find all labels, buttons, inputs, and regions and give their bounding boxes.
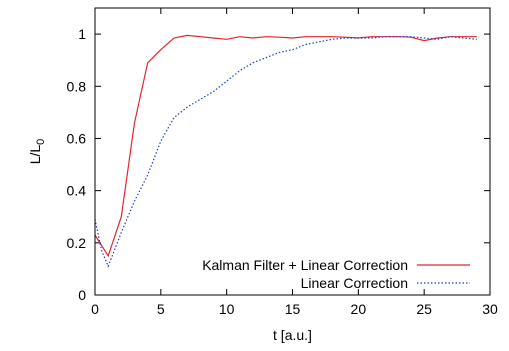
y-tick-label: 0 — [78, 287, 86, 303]
y-tick-label: 0.6 — [67, 130, 87, 146]
x-axis-label: t [a.u.] — [273, 327, 312, 343]
x-tick-label: 15 — [285, 301, 301, 317]
y-axis-label-subscript: 0 — [35, 139, 47, 145]
y-axis-label-main: L/L — [27, 145, 43, 165]
x-tick-label: 5 — [157, 301, 165, 317]
y-tick-label: 0.8 — [67, 78, 87, 94]
legend-label-linear: Linear Correction — [301, 275, 408, 291]
ticks-layer: 0 5 10 15 20 25 30 0 0.2 0.4 0.6 0.8 1 — [67, 8, 498, 317]
series-layer — [94, 34, 477, 268]
legend-label-kalman: Kalman Filter + Linear Correction — [202, 257, 408, 273]
x-tick-label: 20 — [351, 301, 367, 317]
series-line-kalman — [94, 34, 477, 258]
series-line-linear — [94, 36, 477, 268]
y-axis-label: L/L0 — [27, 139, 47, 165]
x-tick-label: 30 — [482, 301, 498, 317]
y-tick-label: 0.2 — [67, 235, 87, 251]
x-tick-label: 10 — [219, 301, 235, 317]
x-tick-label: 0 — [91, 301, 99, 317]
plot-frame — [94, 7, 491, 296]
x-tick-label: 25 — [416, 301, 432, 317]
legend: Kalman Filter + Linear Correction Linear… — [202, 257, 470, 291]
y-tick-label: 1 — [78, 26, 86, 42]
y-tick-label: 0.4 — [67, 183, 87, 199]
